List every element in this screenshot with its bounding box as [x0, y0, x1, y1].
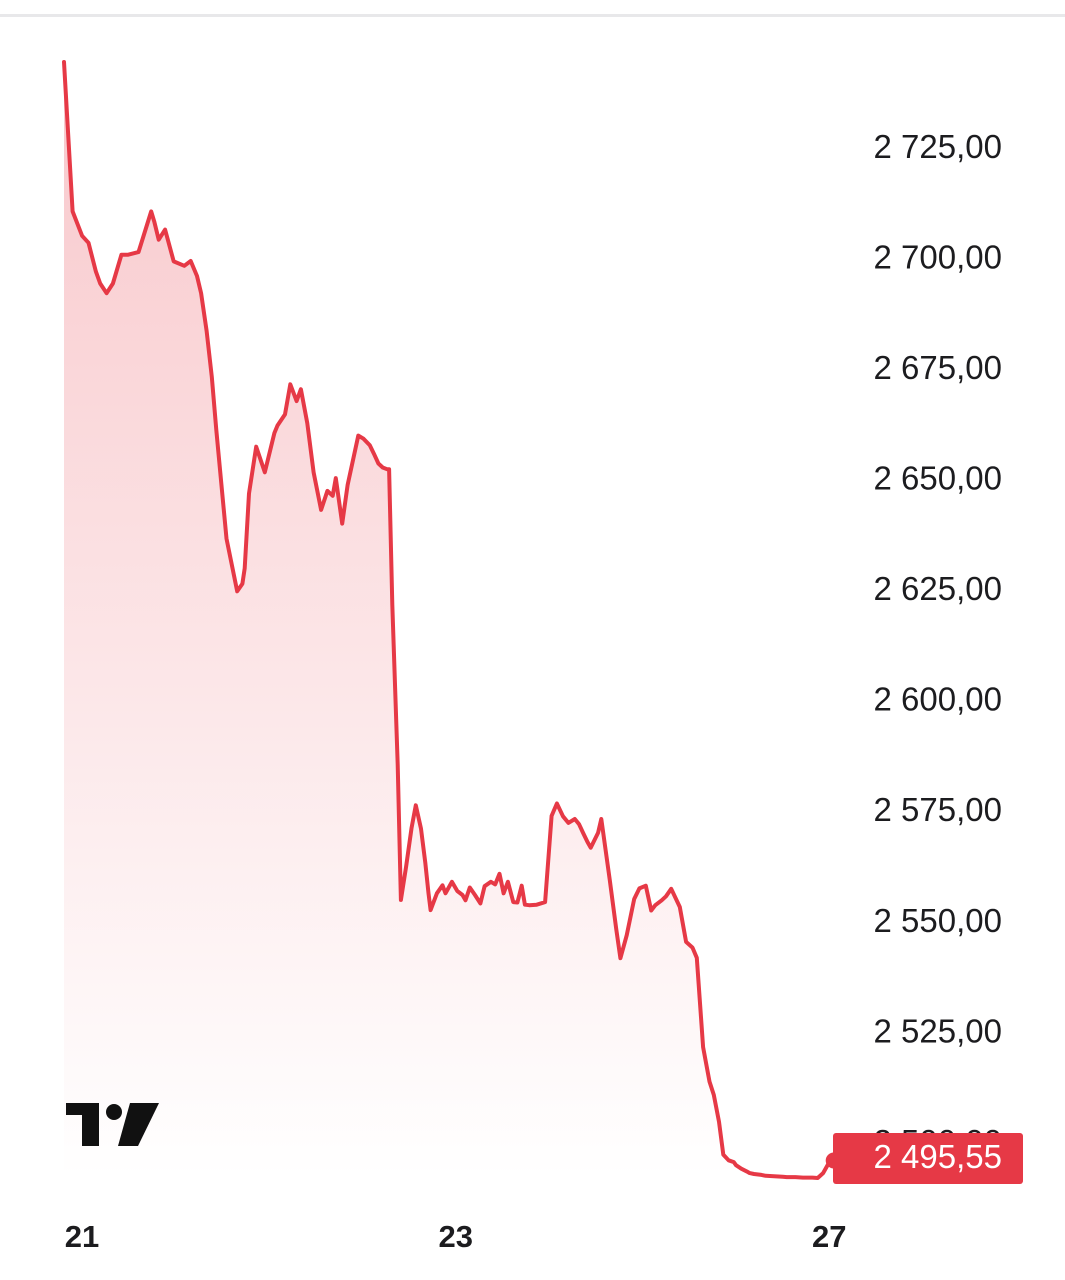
current-price-badge: 2 495,55: [833, 1133, 1023, 1184]
price-series-line: [62, 60, 836, 1180]
y-tick-label: 2 600,00: [874, 681, 1002, 718]
y-tick-label: 2 625,00: [874, 570, 1002, 607]
y-tick-label: 2 650,00: [874, 460, 1002, 497]
y-tick-label: 2 700,00: [874, 239, 1002, 276]
y-tick-label: 2 675,00: [874, 349, 1002, 386]
y-tick-label: 2 575,00: [874, 791, 1002, 828]
top-divider: [0, 14, 1065, 17]
x-tick-label: 23: [438, 1219, 472, 1254]
tradingview-logo: [66, 1103, 159, 1146]
y-axis: 2 725,00 2 700,00 2 675,00 2 650,00 2 625,00…: [874, 128, 1002, 1160]
x-tick-label: 27: [812, 1219, 846, 1254]
current-price-label: 2 495,55: [874, 1138, 1002, 1175]
y-tick-label: 2 550,00: [874, 902, 1002, 939]
price-area-fill: [64, 62, 834, 1178]
y-tick-label: 2 525,00: [874, 1012, 1002, 1049]
x-axis: 21 23 27: [65, 1219, 847, 1254]
x-tick-label: 21: [65, 1219, 99, 1254]
y-tick-label: 2 725,00: [874, 128, 1002, 165]
